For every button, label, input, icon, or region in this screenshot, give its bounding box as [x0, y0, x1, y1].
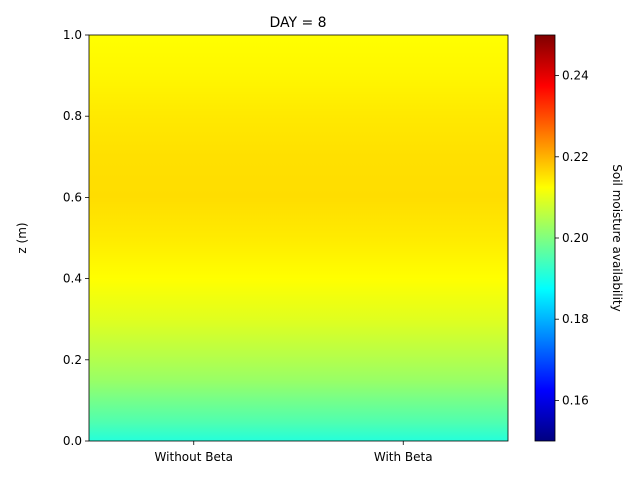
y-tick-label: 0.4 [63, 272, 82, 286]
colorbar-tick-label: 0.24 [562, 69, 589, 83]
x-tick-label: Without Beta [155, 450, 233, 464]
heatmap-field [89, 35, 508, 441]
x-tick-label: With Beta [374, 450, 433, 464]
colorbar-label: Soil moisture availability [610, 164, 624, 312]
colorbar: 0.16 0.18 0.20 0.22 0.24 Soil moisture avail… [534, 34, 624, 442]
colorbar-ticks: 0.16 0.18 0.20 0.22 0.24 [555, 69, 589, 407]
y-tick-label: 0.8 [63, 109, 82, 123]
y-axis-label: z (m) [15, 222, 29, 253]
y-tick-label: 0.0 [63, 434, 82, 448]
chart-title: DAY = 8 [269, 15, 326, 31]
heatmap-plot-area [88, 34, 509, 442]
colorbar-tick-label: 0.20 [562, 231, 589, 245]
y-axis: 0.0 0.2 0.4 0.6 0.8 1.0 [63, 28, 89, 448]
colorbar-tick-label: 0.22 [562, 150, 589, 164]
colorbar-tick-label: 0.18 [562, 312, 589, 326]
y-tick-label: 0.2 [63, 353, 82, 367]
colorbar-gradient [535, 35, 555, 441]
colorbar-tick-label: 0.16 [562, 393, 589, 407]
y-tick-label: 0.6 [63, 190, 82, 204]
plot-frame [88, 34, 509, 442]
y-tick-label: 1.0 [63, 28, 82, 42]
x-axis: Without Beta With Beta [155, 441, 433, 464]
